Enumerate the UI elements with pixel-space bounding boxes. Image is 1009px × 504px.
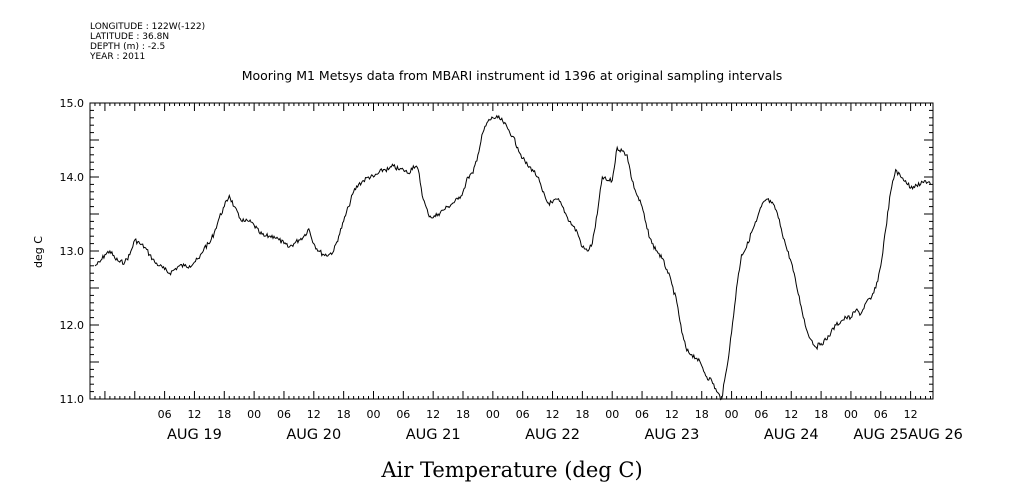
y-tick-label: 12.0 xyxy=(60,319,85,332)
x-tick-label: 18 xyxy=(217,408,231,421)
x-tick-label: 06 xyxy=(635,408,649,421)
depth-text: DEPTH (m) : -2.5 xyxy=(90,42,165,52)
plot-frame xyxy=(89,102,934,400)
x-day-label: AUG 21 xyxy=(406,427,461,443)
y-axis-label: deg C xyxy=(32,236,45,268)
x-tick-label: 12 xyxy=(187,408,201,421)
x-tick-label: 00 xyxy=(844,408,858,421)
x-tick-label: 06 xyxy=(754,408,768,421)
x-day-label: AUG 22 xyxy=(525,427,580,443)
x-tick-label: 06 xyxy=(396,408,410,421)
x-tick-label: 12 xyxy=(665,408,679,421)
x-tick-label: 00 xyxy=(725,408,739,421)
x-tick-label: 00 xyxy=(605,408,619,421)
x-tick-label: 18 xyxy=(575,408,589,421)
x-tick-label: 12 xyxy=(426,408,440,421)
y-tick-label: 13.0 xyxy=(60,245,85,258)
x-tick-label: 06 xyxy=(158,408,172,421)
y-tick-label: 14.0 xyxy=(60,171,85,184)
series-line xyxy=(94,114,931,401)
y-tick-label: 11.0 xyxy=(60,393,85,406)
x-tick-label: 12 xyxy=(307,408,321,421)
x-day-label: AUG 19 xyxy=(167,427,222,443)
x-day-label: AUG 26 xyxy=(908,427,963,443)
x-day-label: AUG 24 xyxy=(764,427,819,443)
x-day-label: AUG 20 xyxy=(286,427,341,443)
x-tick-label: 12 xyxy=(784,408,798,421)
chart-title: Mooring M1 Metsys data from MBARI instru… xyxy=(242,68,783,83)
x-day-label: AUG 23 xyxy=(644,427,699,443)
axes xyxy=(89,102,933,400)
x-tick-label: 06 xyxy=(277,408,291,421)
longitude-text: LONGITUDE : 122W(-122) xyxy=(90,22,205,32)
x-tick-label: 12 xyxy=(546,408,560,421)
x-tick-label: 00 xyxy=(486,408,500,421)
x-tick-label: 18 xyxy=(456,408,470,421)
station-metadata: LONGITUDE : 122W(-122) LATITUDE : 36.8N … xyxy=(89,22,205,62)
x-tick-labels: 06 12 18 00 06 12 18 00 06 12 18 00 06 12 18 00 06 12 18 00… xyxy=(158,408,918,421)
x-day-label: AUG 25 xyxy=(853,427,908,443)
x-tick-label: 18 xyxy=(695,408,709,421)
y-tick-labels: 11.0 12.0 13.0 14.0 15.0 xyxy=(60,97,85,406)
x-tick-label: 18 xyxy=(337,408,351,421)
x-axis-title: Air Temperature (deg C) xyxy=(380,458,642,482)
latitude-text: LATITUDE : 36.8N xyxy=(90,32,169,42)
x-tick-label: 06 xyxy=(874,408,888,421)
year-text: YEAR : 2011 xyxy=(89,52,145,62)
x-day-labels: AUG 19 AUG 20 AUG 21 AUG 22 AUG 23 AUG 24 AUG … xyxy=(167,427,963,443)
x-tick-label: 12 xyxy=(904,408,918,421)
x-tick-label: 06 xyxy=(516,408,530,421)
x-tick-label: 00 xyxy=(366,408,380,421)
x-tick-label: 00 xyxy=(247,408,261,421)
y-tick-label: 15.0 xyxy=(60,97,85,110)
x-tick-label: 18 xyxy=(814,408,828,421)
